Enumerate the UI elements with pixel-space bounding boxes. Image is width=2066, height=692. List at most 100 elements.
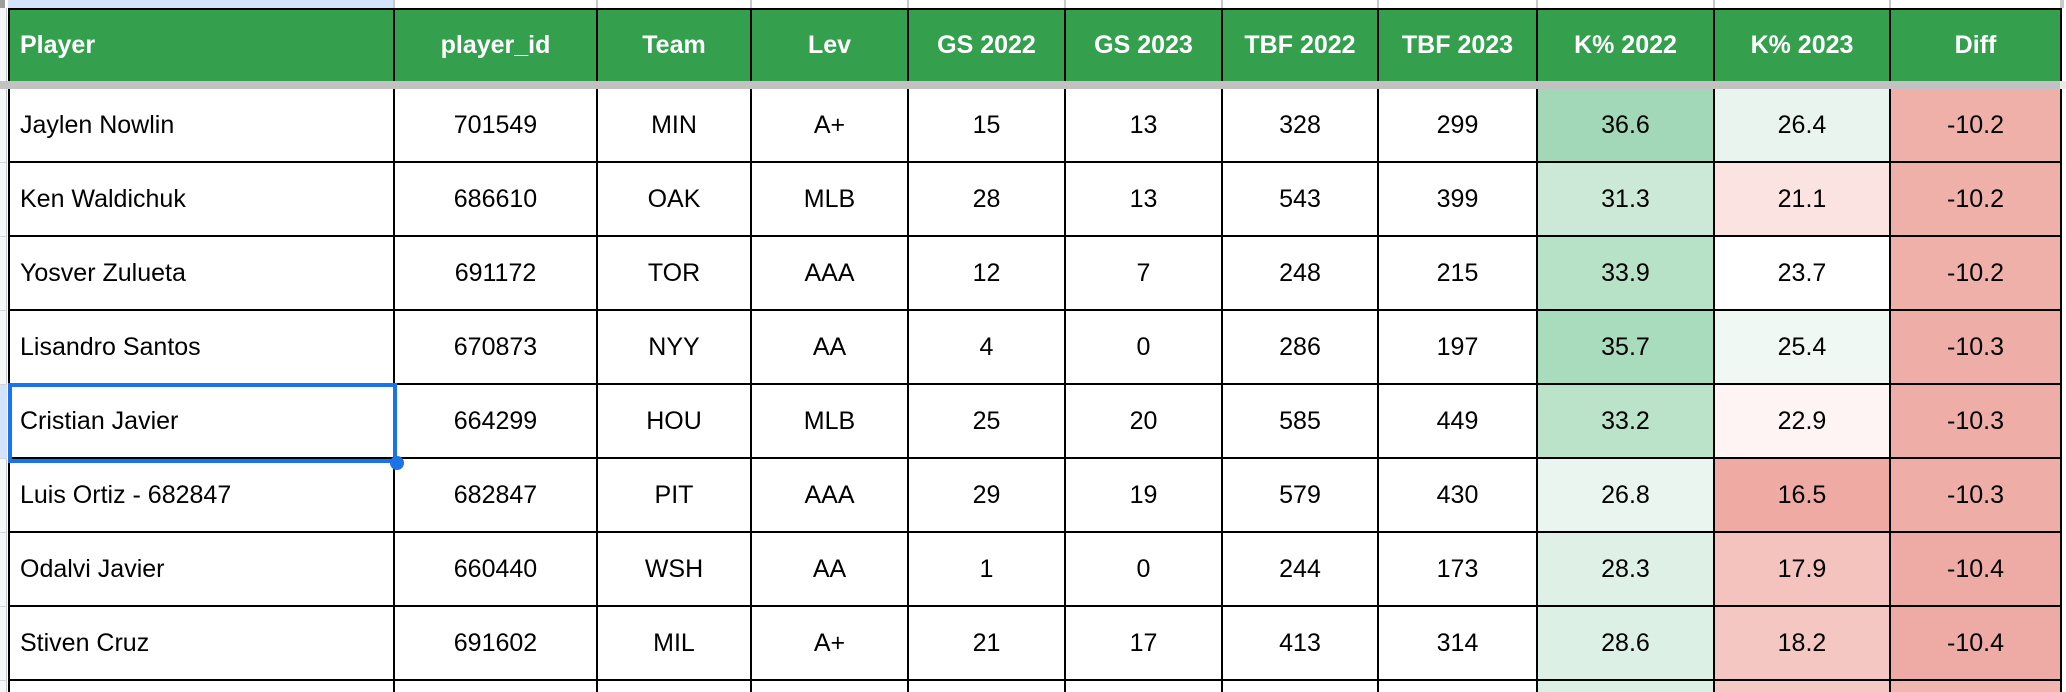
cell-diff[interactable]: -10.2 <box>1891 163 2062 235</box>
cell-gs2023[interactable]: 13 <box>1066 163 1223 235</box>
cell-tbf2022[interactable]: 286 <box>1223 311 1379 383</box>
cell-player_id[interactable]: 686610 <box>395 163 598 235</box>
cell-player[interactable] <box>10 681 395 692</box>
cell-lev[interactable]: AAA <box>752 459 909 531</box>
column-header-k2023[interactable]: K% 2023 <box>1715 10 1891 81</box>
cell-diff[interactable]: -10.4 <box>1891 533 2062 605</box>
cell-team[interactable]: WSH <box>598 533 752 605</box>
cell-k2022[interactable] <box>1538 681 1715 692</box>
cell-tbf2023[interactable]: 173 <box>1379 533 1538 605</box>
cell-tbf2022[interactable]: 585 <box>1223 385 1379 457</box>
cell-tbf2023[interactable]: 430 <box>1379 459 1538 531</box>
cell-player_id[interactable]: 691172 <box>395 237 598 309</box>
cell-diff[interactable]: -10.3 <box>1891 385 2062 457</box>
cell-k2022[interactable]: 28.3 <box>1538 533 1715 605</box>
cell-tbf2023[interactable]: 215 <box>1379 237 1538 309</box>
cell-diff[interactable] <box>1891 681 2062 692</box>
cell-lev[interactable]: A+ <box>752 89 909 161</box>
cell-lev[interactable]: MLB <box>752 163 909 235</box>
cell-k2022[interactable]: 31.3 <box>1538 163 1715 235</box>
cell-k2023[interactable]: 16.5 <box>1715 459 1891 531</box>
cell-gs2022[interactable]: 1 <box>909 533 1066 605</box>
cell-k2023[interactable]: 21.1 <box>1715 163 1891 235</box>
cell-k2023[interactable]: 26.4 <box>1715 89 1891 161</box>
column-header-k2022[interactable]: K% 2022 <box>1538 10 1715 81</box>
column-header-gs2023[interactable]: GS 2023 <box>1066 10 1223 81</box>
cell-gs2022[interactable]: 12 <box>909 237 1066 309</box>
cell-k2022[interactable]: 26.8 <box>1538 459 1715 531</box>
cell-player[interactable]: Cristian Javier <box>10 385 395 457</box>
cell-team[interactable]: TOR <box>598 237 752 309</box>
cell-tbf2023[interactable]: 299 <box>1379 89 1538 161</box>
cell-player[interactable]: Stiven Cruz <box>10 607 395 679</box>
column-header-lev[interactable]: Lev <box>752 10 909 81</box>
cell-player_id[interactable]: 670873 <box>395 311 598 383</box>
cell-k2022[interactable]: 33.9 <box>1538 237 1715 309</box>
cell-diff[interactable]: -10.3 <box>1891 311 2062 383</box>
cell-gs2023[interactable]: 0 <box>1066 533 1223 605</box>
cell-gs2022[interactable]: 29 <box>909 459 1066 531</box>
cell-player_id[interactable] <box>395 681 598 692</box>
frozen-row-divider[interactable] <box>0 81 2066 89</box>
cell-lev[interactable]: AA <box>752 533 909 605</box>
cell-lev[interactable]: A+ <box>752 607 909 679</box>
cell-team[interactable] <box>598 681 752 692</box>
column-header-team[interactable]: Team <box>598 10 752 81</box>
cell-player[interactable]: Lisandro Santos <box>10 311 395 383</box>
column-header-tbf2023[interactable]: TBF 2023 <box>1379 10 1538 81</box>
column-header-tbf2022[interactable]: TBF 2022 <box>1223 10 1379 81</box>
cell-player_id[interactable]: 660440 <box>395 533 598 605</box>
cell-k2023[interactable]: 23.7 <box>1715 237 1891 309</box>
cell-gs2022[interactable]: 15 <box>909 89 1066 161</box>
cell-gs2023[interactable]: 13 <box>1066 89 1223 161</box>
column-header-player[interactable]: Player <box>10 10 395 81</box>
cell-tbf2022[interactable] <box>1223 681 1379 692</box>
cell-tbf2022[interactable]: 579 <box>1223 459 1379 531</box>
cell-gs2023[interactable]: 7 <box>1066 237 1223 309</box>
cell-k2023[interactable]: 18.2 <box>1715 607 1891 679</box>
cell-diff[interactable]: -10.4 <box>1891 607 2062 679</box>
cell-team[interactable]: OAK <box>598 163 752 235</box>
cell-tbf2023[interactable] <box>1379 681 1538 692</box>
cell-k2023[interactable]: 17.9 <box>1715 533 1891 605</box>
cell-team[interactable]: HOU <box>598 385 752 457</box>
cell-team[interactable]: PIT <box>598 459 752 531</box>
cell-diff[interactable]: -10.2 <box>1891 237 2062 309</box>
cell-gs2022[interactable]: 28 <box>909 163 1066 235</box>
cell-k2023[interactable] <box>1715 681 1891 692</box>
cell-player[interactable]: Yosver Zulueta <box>10 237 395 309</box>
cell-tbf2023[interactable]: 449 <box>1379 385 1538 457</box>
cell-gs2023[interactable]: 0 <box>1066 311 1223 383</box>
cell-gs2022[interactable] <box>909 681 1066 692</box>
cell-lev[interactable]: AAA <box>752 237 909 309</box>
cell-tbf2022[interactable]: 244 <box>1223 533 1379 605</box>
cell-tbf2023[interactable]: 197 <box>1379 311 1538 383</box>
cell-k2023[interactable]: 22.9 <box>1715 385 1891 457</box>
cell-k2022[interactable]: 33.2 <box>1538 385 1715 457</box>
cell-gs2023[interactable] <box>1066 681 1223 692</box>
cell-diff[interactable]: -10.3 <box>1891 459 2062 531</box>
cell-player_id[interactable]: 701549 <box>395 89 598 161</box>
column-header-gs2022[interactable]: GS 2022 <box>909 10 1066 81</box>
cell-gs2022[interactable]: 21 <box>909 607 1066 679</box>
cell-tbf2023[interactable]: 314 <box>1379 607 1538 679</box>
cell-player_id[interactable]: 691602 <box>395 607 598 679</box>
cell-player[interactable]: Odalvi Javier <box>10 533 395 605</box>
cell-player[interactable]: Jaylen Nowlin <box>10 89 395 161</box>
fill-handle[interactable] <box>390 456 404 470</box>
cell-gs2023[interactable]: 20 <box>1066 385 1223 457</box>
cell-player_id[interactable]: 682847 <box>395 459 598 531</box>
cell-team[interactable]: MIL <box>598 607 752 679</box>
column-header-player_id[interactable]: player_id <box>395 10 598 81</box>
cell-tbf2022[interactable]: 413 <box>1223 607 1379 679</box>
cell-player_id[interactable]: 664299 <box>395 385 598 457</box>
cell-k2022[interactable]: 28.6 <box>1538 607 1715 679</box>
cell-k2022[interactable]: 36.6 <box>1538 89 1715 161</box>
cell-diff[interactable]: -10.2 <box>1891 89 2062 161</box>
cell-k2022[interactable]: 35.7 <box>1538 311 1715 383</box>
column-header-diff[interactable]: Diff <box>1891 10 2062 81</box>
cell-lev[interactable]: MLB <box>752 385 909 457</box>
cell-team[interactable]: MIN <box>598 89 752 161</box>
cell-team[interactable]: NYY <box>598 311 752 383</box>
cell-tbf2023[interactable]: 399 <box>1379 163 1538 235</box>
